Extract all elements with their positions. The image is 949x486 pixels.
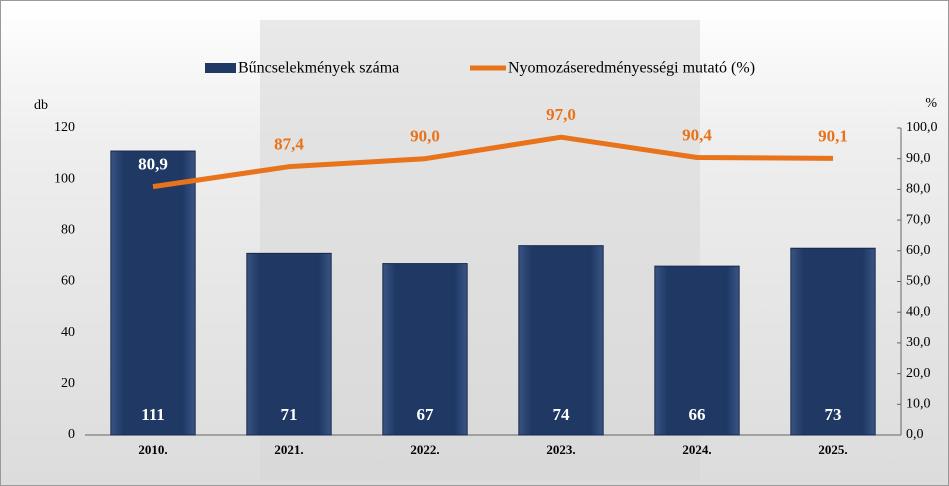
y2-tick-label: 100,0	[906, 120, 938, 135]
line-value-label: 90,1	[818, 126, 848, 145]
bar-value-label: 111	[141, 405, 165, 424]
bar-value-label: 73	[825, 405, 842, 424]
x-tick-label: 2023.	[546, 442, 575, 457]
x-tick-label: 2024.	[682, 442, 711, 457]
y2-axis-title: %	[925, 96, 937, 111]
legend-label: Bűncselekmények száma	[238, 60, 399, 77]
bar-value-label: 66	[689, 405, 706, 424]
line-value-label: 97,0	[546, 105, 576, 124]
line-value-label: 90,0	[410, 127, 440, 146]
y-tick-label: 100	[54, 171, 75, 186]
y-tick-label: 40	[61, 325, 75, 340]
line-value-label: 80,9	[138, 155, 168, 174]
y2-tick-label: 60,0	[906, 243, 931, 258]
chart: db % 0 20 40 60 80 100 120 0,0 10,0 20,0 30,0 40,0 5…	[0, 0, 949, 486]
x-tick-label: 2021.	[274, 442, 303, 457]
y2-tick-label: 40,0	[906, 304, 931, 319]
x-tick-label: 2025.	[818, 442, 847, 457]
y2-tick-label: 70,0	[906, 212, 931, 227]
x-tick-label: 2010.	[138, 442, 167, 457]
y-tick-label: 20	[61, 376, 75, 391]
legend-swatch	[205, 63, 236, 73]
y-tick-label: 80	[61, 223, 75, 238]
line-value-label: 90,4	[682, 125, 712, 144]
y2-tick-label: 10,0	[906, 397, 931, 412]
y2-tick-label: 50,0	[906, 274, 931, 289]
y2-tick-label: 20,0	[906, 366, 931, 381]
bar-value-label: 71	[281, 405, 298, 424]
y-tick-label: 60	[61, 274, 75, 289]
line-value-label: 87,4	[274, 135, 304, 154]
y2-tick-label: 0,0	[906, 427, 924, 442]
legend-label: Nyomozáseredményességi mutató (%)	[508, 60, 755, 77]
bar-value-label: 74	[553, 405, 571, 424]
y-tick-label: 0	[68, 427, 75, 442]
bar	[111, 151, 195, 435]
bar-value-label: 67	[417, 405, 435, 424]
y2-tick-label: 90,0	[906, 151, 931, 166]
y2-tick-label: 80,0	[906, 182, 931, 197]
y2-tick-label: 30,0	[906, 335, 931, 350]
x-tick-label: 2022.	[410, 442, 439, 457]
y-axis-title: db	[34, 98, 48, 113]
y-tick-label: 120	[54, 120, 75, 135]
